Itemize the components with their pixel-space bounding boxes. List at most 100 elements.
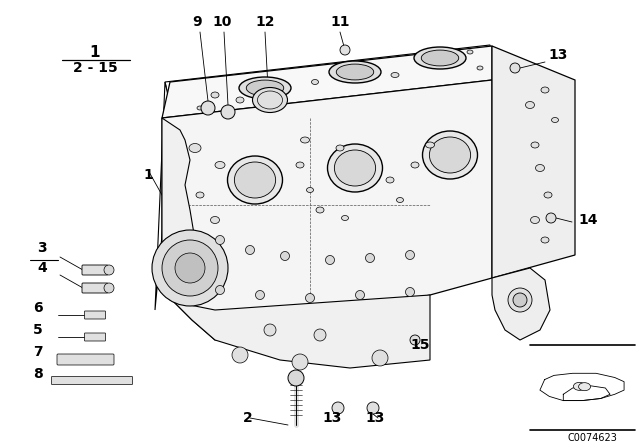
- Ellipse shape: [552, 117, 559, 122]
- Circle shape: [292, 354, 308, 370]
- FancyBboxPatch shape: [84, 311, 106, 319]
- Circle shape: [255, 290, 264, 300]
- Circle shape: [104, 283, 114, 293]
- Ellipse shape: [531, 142, 539, 148]
- Ellipse shape: [342, 215, 349, 220]
- FancyBboxPatch shape: [82, 283, 108, 293]
- Text: 13: 13: [365, 411, 385, 425]
- Text: 6: 6: [33, 301, 43, 315]
- Ellipse shape: [211, 216, 220, 224]
- Ellipse shape: [334, 150, 376, 186]
- Polygon shape: [162, 118, 195, 300]
- Ellipse shape: [197, 106, 203, 110]
- Circle shape: [410, 335, 420, 345]
- Ellipse shape: [386, 177, 394, 183]
- Circle shape: [508, 288, 532, 312]
- Circle shape: [332, 402, 344, 414]
- Circle shape: [406, 288, 415, 297]
- Circle shape: [340, 45, 350, 55]
- Text: C0074623: C0074623: [567, 433, 617, 443]
- Circle shape: [162, 240, 218, 296]
- Polygon shape: [155, 82, 173, 310]
- Polygon shape: [492, 268, 550, 340]
- Circle shape: [510, 63, 520, 73]
- Ellipse shape: [253, 87, 287, 112]
- Ellipse shape: [429, 137, 470, 173]
- Ellipse shape: [227, 156, 282, 204]
- Ellipse shape: [541, 237, 549, 243]
- Text: 10: 10: [212, 15, 232, 29]
- Circle shape: [305, 293, 314, 302]
- Ellipse shape: [467, 50, 473, 54]
- Ellipse shape: [391, 73, 399, 78]
- Ellipse shape: [397, 198, 403, 202]
- Polygon shape: [162, 46, 492, 118]
- Text: 9: 9: [192, 15, 202, 29]
- Circle shape: [326, 255, 335, 264]
- Ellipse shape: [239, 77, 291, 99]
- Ellipse shape: [536, 164, 545, 172]
- Text: 3: 3: [37, 241, 47, 255]
- FancyBboxPatch shape: [84, 333, 106, 341]
- Polygon shape: [162, 80, 492, 340]
- Ellipse shape: [196, 192, 204, 198]
- Ellipse shape: [414, 47, 466, 69]
- Text: 13: 13: [548, 48, 568, 62]
- Polygon shape: [165, 45, 497, 118]
- Text: 2: 2: [243, 411, 253, 425]
- Ellipse shape: [336, 64, 374, 80]
- Circle shape: [104, 265, 114, 275]
- Ellipse shape: [234, 162, 276, 198]
- Circle shape: [280, 251, 289, 260]
- Text: 13: 13: [323, 411, 342, 425]
- Text: 7: 7: [33, 345, 43, 359]
- Circle shape: [288, 370, 304, 386]
- Circle shape: [314, 329, 326, 341]
- Ellipse shape: [573, 382, 586, 390]
- Text: 15: 15: [410, 338, 429, 352]
- Text: 8: 8: [33, 367, 43, 381]
- Circle shape: [175, 253, 205, 283]
- Ellipse shape: [307, 188, 314, 193]
- Ellipse shape: [215, 161, 225, 168]
- Circle shape: [372, 350, 388, 366]
- Circle shape: [246, 246, 255, 254]
- Ellipse shape: [531, 216, 540, 224]
- Ellipse shape: [541, 87, 549, 93]
- Text: 1: 1: [90, 44, 100, 60]
- Text: 12: 12: [255, 15, 275, 29]
- Ellipse shape: [336, 145, 344, 151]
- Text: 1: 1: [143, 168, 153, 182]
- Ellipse shape: [422, 131, 477, 179]
- Circle shape: [216, 236, 225, 245]
- Circle shape: [546, 213, 556, 223]
- Ellipse shape: [426, 142, 435, 148]
- Ellipse shape: [316, 207, 324, 213]
- Ellipse shape: [312, 79, 319, 85]
- FancyBboxPatch shape: [57, 354, 114, 365]
- Polygon shape: [162, 290, 430, 368]
- Circle shape: [152, 230, 228, 306]
- Ellipse shape: [236, 97, 244, 103]
- Polygon shape: [492, 46, 575, 278]
- Circle shape: [355, 290, 365, 300]
- Text: 4: 4: [37, 261, 47, 275]
- Circle shape: [216, 285, 225, 294]
- Circle shape: [264, 324, 276, 336]
- Ellipse shape: [329, 61, 381, 83]
- Ellipse shape: [525, 102, 534, 108]
- Ellipse shape: [296, 162, 304, 168]
- Circle shape: [406, 250, 415, 259]
- Ellipse shape: [328, 144, 383, 192]
- Ellipse shape: [421, 50, 459, 66]
- Circle shape: [367, 402, 379, 414]
- Ellipse shape: [246, 80, 284, 96]
- Ellipse shape: [189, 143, 201, 152]
- Text: 5: 5: [33, 323, 43, 337]
- Text: 11: 11: [330, 15, 349, 29]
- Ellipse shape: [544, 192, 552, 198]
- Ellipse shape: [211, 92, 219, 98]
- Text: 14: 14: [578, 213, 598, 227]
- Circle shape: [221, 105, 235, 119]
- Circle shape: [365, 254, 374, 263]
